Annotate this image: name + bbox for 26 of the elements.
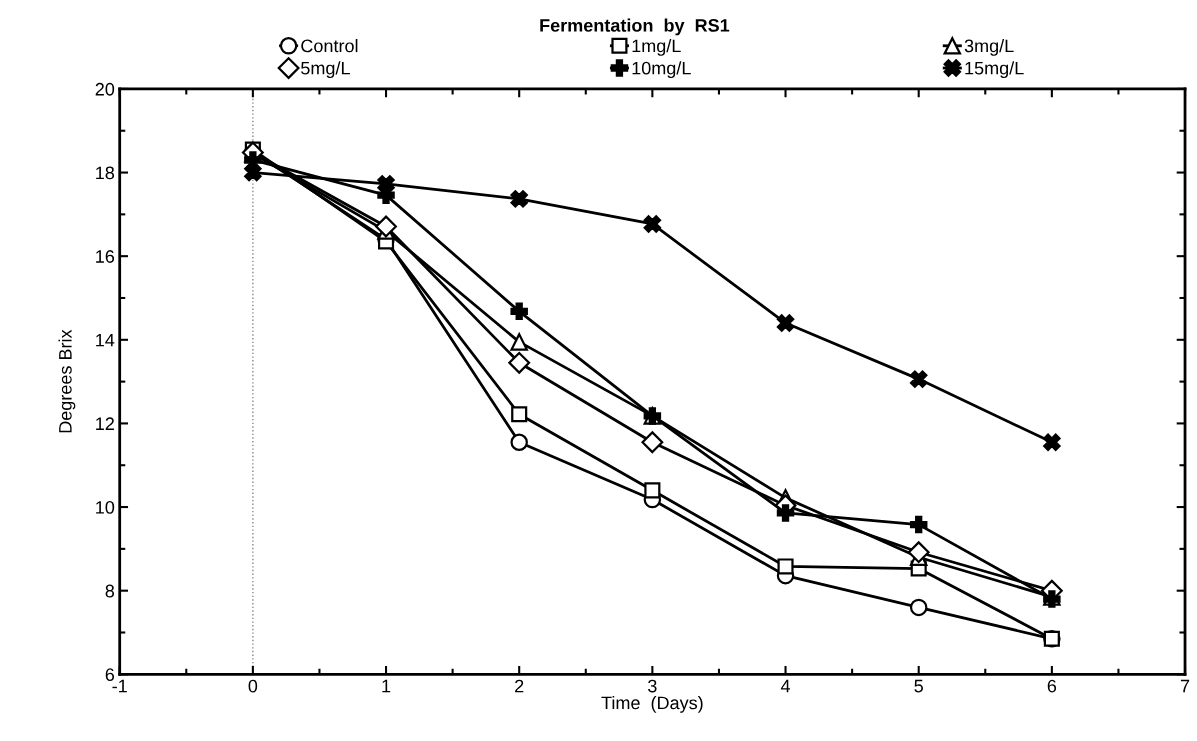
legend-label: 15mg/L	[965, 61, 1024, 79]
x-axis-title: Time (Days)	[601, 696, 703, 713]
x-tick-label: 1	[382, 679, 391, 693]
x-tick-label: 6	[1047, 679, 1057, 693]
y-tick-label: 14	[96, 333, 115, 347]
x-tick-label: 2	[515, 679, 524, 693]
y-tick-label: 20	[95, 82, 115, 96]
x-tick-label: 3	[648, 679, 657, 693]
x-tick-label: 4	[780, 679, 791, 693]
y-axis-title: Degrees Brix	[58, 329, 76, 433]
y-tick-label: 18	[96, 166, 115, 180]
x-tick-label: -1	[112, 679, 127, 693]
y-tick-label: 16	[96, 250, 115, 263]
legend-label: Control	[301, 39, 358, 53]
x-tick-label: 5	[914, 679, 923, 693]
x-tick-label: 0	[248, 679, 258, 693]
legend-label: 3mg/L	[964, 39, 1014, 56]
y-tick-label: 8	[105, 584, 115, 598]
legend-label: 1mg/L	[632, 39, 681, 56]
legend-label: 10mg/L	[632, 61, 691, 79]
x-tick-label: 7	[1180, 679, 1190, 693]
y-tick-label: 10	[96, 500, 115, 514]
y-tick-label: 6	[105, 668, 115, 682]
y-tick-label: 12	[96, 417, 114, 430]
legend-label: 5mg/L	[301, 61, 350, 79]
chart-title: Fermentation by RS1	[540, 18, 730, 36]
